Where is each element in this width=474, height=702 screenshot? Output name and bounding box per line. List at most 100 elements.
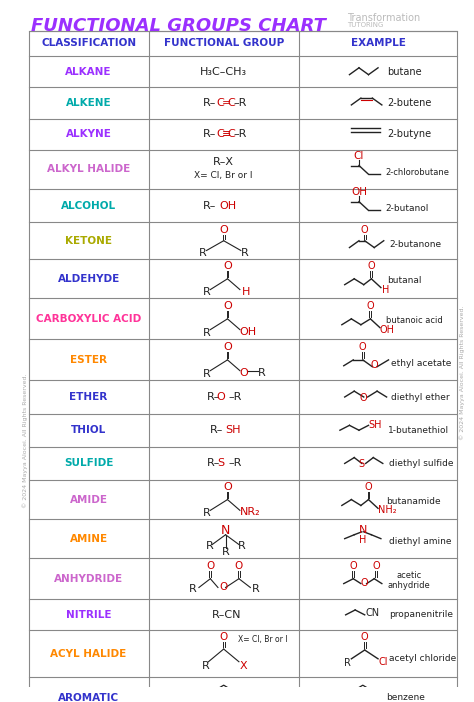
Text: R: R — [222, 548, 229, 557]
Text: R: R — [203, 288, 210, 298]
Text: ANHYDRIDE: ANHYDRIDE — [54, 574, 123, 583]
Text: ALDEHYDE: ALDEHYDE — [57, 274, 120, 284]
Text: O: O — [366, 301, 374, 311]
Text: EXAMPLE: EXAMPLE — [351, 39, 405, 48]
Text: OH: OH — [351, 187, 367, 197]
Text: 2-butanol: 2-butanol — [386, 204, 429, 213]
Text: ≡: ≡ — [222, 129, 231, 139]
Text: CLASSIFICATION: CLASSIFICATION — [41, 39, 136, 48]
Text: R: R — [203, 369, 210, 378]
Text: ESTER: ESTER — [70, 355, 107, 365]
Text: S: S — [359, 459, 365, 470]
Text: 2-butene: 2-butene — [388, 98, 432, 108]
Text: H₃C–CH₃: H₃C–CH₃ — [200, 67, 247, 77]
Text: KETONE: KETONE — [65, 236, 112, 246]
Text: N: N — [359, 525, 367, 535]
Text: R: R — [344, 658, 351, 668]
Text: O: O — [219, 633, 228, 642]
Text: O: O — [235, 561, 243, 571]
Text: TUTORING: TUTORING — [347, 22, 383, 28]
Text: ALKANE: ALKANE — [65, 67, 112, 77]
Text: diethyl ether: diethyl ether — [392, 392, 450, 402]
Text: O: O — [372, 561, 380, 571]
Text: FUNCTIONAL GROUPS CHART: FUNCTIONAL GROUPS CHART — [31, 17, 326, 35]
Text: SULFIDE: SULFIDE — [64, 458, 113, 468]
Text: R: R — [258, 368, 266, 378]
Text: R–: R– — [210, 425, 224, 435]
Text: propanenitrile: propanenitrile — [390, 610, 454, 619]
Text: O: O — [223, 301, 232, 311]
Text: © 2024 Mayya Alocei. All Rights Reserved.: © 2024 Mayya Alocei. All Rights Reserved… — [459, 305, 465, 440]
Text: acetic
anhydride: acetic anhydride — [388, 571, 430, 590]
Text: 2-butanone: 2-butanone — [390, 240, 442, 249]
Text: R: R — [206, 541, 213, 552]
Text: THIOL: THIOL — [71, 425, 106, 435]
Text: –R: –R — [233, 98, 246, 108]
Text: S: S — [217, 458, 224, 468]
Text: –R: –R — [228, 458, 242, 468]
Text: H: H — [359, 535, 366, 545]
Text: O: O — [367, 261, 375, 271]
Text: R–: R– — [203, 98, 216, 108]
Text: AMIDE: AMIDE — [70, 495, 108, 505]
Text: X= Cl, Br or I: X= Cl, Br or I — [238, 635, 287, 644]
Text: NITRILE: NITRILE — [66, 610, 111, 620]
Text: –R: –R — [233, 129, 246, 139]
Text: © 2024 Mayya Alocei. All Rights Reserved.: © 2024 Mayya Alocei. All Rights Reserved… — [22, 373, 27, 508]
Text: R–: R– — [207, 392, 220, 402]
Text: R–CN: R–CN — [212, 610, 242, 620]
Text: Cl: Cl — [378, 657, 388, 667]
Text: 2-chlorobutane: 2-chlorobutane — [386, 168, 450, 177]
Text: O: O — [223, 482, 232, 492]
Text: CN: CN — [365, 608, 380, 618]
Text: ETHER: ETHER — [70, 392, 108, 402]
Text: C: C — [216, 98, 224, 108]
Text: O: O — [361, 633, 368, 642]
Text: N: N — [221, 524, 230, 537]
Text: butane: butane — [388, 67, 422, 77]
Text: SH: SH — [368, 420, 382, 430]
Text: FUNCTIONAL GROUP: FUNCTIONAL GROUP — [164, 39, 284, 48]
Text: R: R — [203, 328, 210, 338]
Text: butanamide: butanamide — [386, 497, 440, 506]
Text: R–: R– — [207, 458, 220, 468]
Text: acetyl chloride: acetyl chloride — [390, 654, 457, 663]
Text: 1-butanethiol: 1-butanethiol — [388, 425, 449, 435]
Text: diethyl amine: diethyl amine — [390, 537, 452, 546]
Text: R: R — [238, 541, 246, 552]
Text: ACYL HALIDE: ACYL HALIDE — [50, 649, 127, 659]
Text: O: O — [360, 393, 367, 403]
Text: OH: OH — [240, 326, 257, 336]
Text: O: O — [206, 561, 214, 571]
Text: –R: –R — [228, 392, 242, 402]
Text: R: R — [202, 661, 210, 670]
Text: O: O — [359, 342, 366, 352]
Text: C: C — [228, 129, 235, 139]
Text: =: = — [222, 98, 231, 108]
Text: O: O — [365, 482, 372, 492]
Text: R–: R– — [203, 129, 216, 139]
Text: ethyl acetate: ethyl acetate — [392, 359, 452, 369]
Text: O: O — [219, 581, 227, 592]
Text: diethyl sulfide: diethyl sulfide — [390, 459, 454, 468]
Text: OH: OH — [380, 324, 395, 335]
Text: NR₂: NR₂ — [240, 508, 261, 517]
Text: X: X — [240, 661, 247, 670]
Text: O: O — [240, 368, 249, 378]
Text: O: O — [361, 225, 368, 235]
Text: 2-butyne: 2-butyne — [388, 129, 432, 139]
Text: butanal: butanal — [388, 277, 422, 285]
Text: O: O — [361, 578, 368, 588]
Text: O: O — [217, 392, 225, 402]
Text: Transformation: Transformation — [347, 13, 420, 23]
Text: AROMATIC: AROMATIC — [58, 693, 119, 702]
Text: H: H — [242, 286, 250, 296]
Text: ALKYL HALIDE: ALKYL HALIDE — [47, 164, 130, 174]
Text: NH₂: NH₂ — [378, 505, 397, 515]
Text: R: R — [189, 585, 197, 595]
Text: AMINE: AMINE — [70, 534, 108, 543]
Text: R: R — [241, 249, 248, 258]
Text: R–X: R–X — [213, 157, 234, 166]
Text: R: R — [252, 585, 260, 595]
Text: H: H — [382, 284, 389, 295]
